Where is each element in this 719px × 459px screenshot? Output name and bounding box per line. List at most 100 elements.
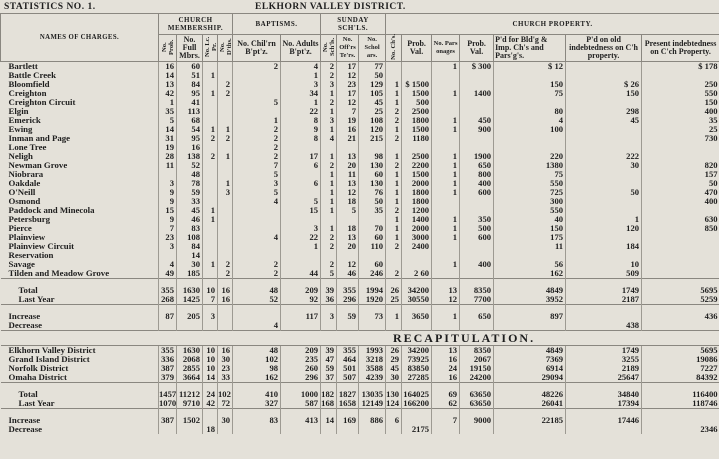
cell-value: $ 300 [459, 61, 494, 71]
cell-value [459, 269, 494, 279]
cell-value: 7700 [459, 295, 494, 305]
cell-value [202, 197, 218, 206]
cell-value [216, 161, 233, 170]
cell-value [216, 233, 233, 242]
cell-value: 2068 [176, 355, 203, 364]
cell-value: 260 [280, 364, 321, 373]
charge-row: Bartlett 16 60 2 4 2 17 77 1 $ 300 $ 12 $ 178 [0, 61, 719, 71]
cell-value: 355 [336, 345, 359, 355]
cell-value: 63650 [459, 399, 494, 409]
cell-value [280, 188, 321, 197]
cell-value: 42 [158, 89, 177, 98]
row-label: Plainview [8, 233, 46, 242]
cell-value [202, 107, 218, 116]
cell-value: 438 [565, 321, 642, 331]
cell-value: 63650 [459, 390, 494, 399]
cell-value [431, 269, 460, 279]
cell-value: 2400 [401, 242, 432, 251]
cell-value: 2 [232, 125, 281, 134]
cell-value: 12149 [358, 399, 386, 409]
cell-value: 470 [641, 188, 719, 197]
cell-value: 1 [320, 107, 337, 116]
cell-value [216, 224, 233, 233]
cell-value: 7369 [493, 355, 566, 364]
cell-value: 1 [431, 61, 460, 71]
cell-value: 400 [641, 107, 719, 116]
cell-value [565, 143, 642, 152]
cell-value: 2175 [401, 425, 432, 434]
charge-row: O'Neill 9 59 3 5 1 12 76 1 1800 1 600 725 50 470 [1, 188, 719, 197]
cell-value [232, 242, 281, 251]
charge-row: Inman and Page 31 95 2 2 2 8 4 21 215 2 1180 730 [1, 134, 719, 143]
cell-value: 18 [202, 425, 218, 434]
cell-value: 507 [336, 373, 359, 383]
cell-value: 83 [176, 224, 203, 233]
cell-value: 30 [216, 355, 233, 364]
cell-value: 4 [158, 260, 177, 269]
cell-value: 45 [385, 364, 402, 373]
cell-value: 9 [280, 125, 321, 134]
cell-value: 509 [565, 269, 642, 279]
cell-value [431, 134, 460, 143]
cell-value [431, 98, 460, 107]
row-label: Total [18, 286, 38, 295]
charge-row: Pierce 7 83 3 1 18 70 1 2000 1 500 150 120 850 [1, 224, 719, 233]
spacer-cell [459, 382, 494, 390]
cell-value: 16 [431, 373, 460, 383]
cell-value: 102 [232, 355, 281, 364]
cell-value: 2 [385, 161, 402, 170]
cell-value: 2 [232, 260, 281, 269]
cell-value: 17394 [565, 399, 642, 409]
cell-value: 13 [336, 179, 359, 188]
names-column-header: NAMES OF CHARGES. [0, 13, 159, 62]
cell-value: 1 [431, 152, 460, 161]
cell-value: 1 [320, 170, 337, 179]
cell-value: 13 [431, 345, 460, 355]
cell-value: 1 [320, 197, 337, 206]
cell-value: 2 [216, 269, 233, 279]
row-label: Decrease [8, 425, 43, 434]
spacer-cell [280, 408, 321, 416]
cell-value [358, 215, 386, 224]
cell-value: 73925 [401, 355, 432, 364]
cell-value [216, 425, 233, 434]
cell-value: 1400 [459, 89, 494, 98]
cell-value: 16 [216, 345, 233, 355]
cell-value: 2346 [641, 425, 719, 434]
cell-value: 725 [493, 188, 566, 197]
cell-value [459, 107, 494, 116]
cell-value: 18 [336, 197, 359, 206]
cell-value: 30 [176, 260, 203, 269]
charge-row: Oakdale 3 78 1 3 6 1 13 130 1 2000 1 400 550 50 [1, 179, 719, 188]
cell-value: 35 [158, 107, 177, 116]
cell-value [358, 143, 386, 152]
cell-value [401, 416, 432, 425]
cell-value: 69 [431, 390, 460, 399]
cell-value: 83850 [401, 364, 432, 373]
spacer-cell [158, 304, 177, 312]
spacer-cell [216, 304, 233, 312]
cell-value: 296 [336, 295, 359, 305]
cell-value [202, 269, 218, 279]
cell-value: 1 [280, 98, 321, 107]
cell-value: 10 [202, 355, 218, 364]
cell-value: 5 [232, 170, 281, 179]
row-label: Oakdale [8, 179, 41, 188]
cell-value: 25 [358, 107, 386, 116]
cell-value: 87 [158, 312, 177, 321]
spacer-cell [385, 278, 402, 286]
spacer-cell [493, 382, 566, 390]
charge-row: Lone Tree 19 16 2 [1, 143, 719, 152]
cell-value [232, 425, 281, 434]
cell-value: 587 [280, 399, 321, 409]
cell-value: 222 [565, 152, 642, 161]
cell-value: 70 [358, 224, 386, 233]
cell-value: 1500 [401, 125, 432, 134]
cell-value: 100 [493, 125, 566, 134]
cell-value: 5 [232, 98, 281, 107]
cell-value: 1 [431, 233, 460, 242]
cell-value: 1 [320, 179, 337, 188]
cell-value [216, 143, 233, 152]
spacer-cell [641, 408, 719, 416]
cell-value: 1658 [336, 399, 359, 409]
